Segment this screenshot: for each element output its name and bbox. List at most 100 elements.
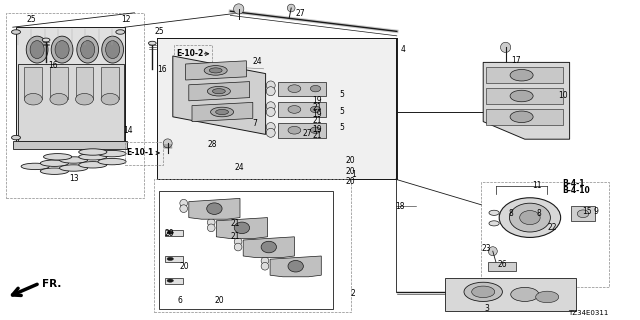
Bar [488, 262, 516, 271]
Polygon shape [189, 198, 240, 219]
Text: 11: 11 [532, 181, 542, 190]
Bar [174, 45, 212, 65]
Ellipse shape [211, 107, 234, 117]
Ellipse shape [577, 210, 589, 218]
Ellipse shape [55, 41, 69, 59]
Bar [486, 67, 563, 83]
Text: 20: 20 [214, 296, 224, 305]
Text: 21: 21 [312, 103, 322, 112]
Bar [486, 88, 563, 104]
Ellipse shape [204, 66, 227, 75]
Text: 14: 14 [123, 126, 132, 135]
Ellipse shape [98, 158, 126, 165]
Polygon shape [278, 102, 326, 117]
Bar [6, 13, 144, 198]
Ellipse shape [79, 162, 107, 168]
Ellipse shape [234, 243, 242, 251]
Ellipse shape [148, 41, 156, 45]
Polygon shape [16, 27, 125, 144]
Text: TZ34E0311: TZ34E0311 [568, 310, 608, 316]
Ellipse shape [207, 219, 215, 226]
Ellipse shape [101, 93, 119, 105]
Ellipse shape [266, 102, 275, 111]
Bar [76, 67, 93, 99]
Ellipse shape [234, 238, 242, 245]
Text: 20: 20 [179, 262, 189, 271]
Ellipse shape [489, 221, 499, 226]
Ellipse shape [488, 247, 497, 256]
Ellipse shape [266, 123, 275, 132]
Ellipse shape [209, 68, 222, 73]
Ellipse shape [288, 126, 301, 134]
Polygon shape [483, 62, 570, 139]
Text: 1: 1 [351, 170, 355, 179]
Bar [571, 206, 595, 221]
Text: 19: 19 [312, 125, 322, 134]
Ellipse shape [520, 211, 540, 225]
Ellipse shape [212, 89, 225, 94]
Text: 8: 8 [509, 209, 513, 218]
Bar [18, 64, 124, 141]
Ellipse shape [21, 163, 49, 170]
Ellipse shape [266, 128, 275, 137]
Ellipse shape [261, 257, 269, 265]
Ellipse shape [102, 36, 124, 63]
Polygon shape [157, 38, 396, 179]
Polygon shape [186, 61, 246, 80]
Ellipse shape [40, 160, 68, 166]
Ellipse shape [216, 109, 228, 115]
Ellipse shape [50, 93, 68, 105]
Text: B-4-10: B-4-10 [562, 186, 589, 195]
Text: 9: 9 [594, 207, 599, 216]
Text: 23: 23 [481, 244, 491, 253]
Ellipse shape [500, 42, 511, 52]
Ellipse shape [511, 287, 539, 301]
Ellipse shape [464, 282, 502, 301]
Ellipse shape [288, 260, 303, 272]
Text: 24: 24 [253, 57, 262, 66]
Text: 25: 25 [27, 15, 36, 24]
Ellipse shape [207, 224, 215, 232]
Ellipse shape [24, 93, 42, 105]
Ellipse shape [310, 127, 321, 133]
Text: 20: 20 [346, 167, 355, 176]
Text: 5: 5 [339, 90, 344, 99]
Bar [125, 142, 163, 165]
Bar [481, 182, 609, 287]
Text: 16: 16 [157, 65, 166, 74]
Text: 20: 20 [346, 177, 355, 186]
Text: 19: 19 [312, 110, 322, 119]
Ellipse shape [12, 30, 20, 34]
Text: 21: 21 [230, 220, 240, 228]
Ellipse shape [310, 85, 321, 92]
Text: 20: 20 [346, 156, 355, 165]
Ellipse shape [266, 108, 275, 116]
Ellipse shape [51, 36, 73, 63]
Ellipse shape [60, 165, 88, 171]
Ellipse shape [81, 41, 95, 59]
Ellipse shape [234, 222, 250, 234]
Text: 21: 21 [312, 116, 322, 125]
Text: 19: 19 [312, 96, 322, 105]
Bar [13, 141, 127, 149]
Text: 18: 18 [395, 202, 404, 211]
Ellipse shape [234, 4, 244, 14]
Ellipse shape [40, 168, 68, 174]
Text: 21: 21 [312, 132, 322, 140]
Ellipse shape [472, 286, 495, 298]
Ellipse shape [499, 198, 561, 237]
Polygon shape [173, 56, 266, 134]
Bar [24, 67, 42, 99]
Ellipse shape [12, 135, 20, 140]
Ellipse shape [167, 257, 173, 260]
Ellipse shape [287, 4, 295, 12]
Ellipse shape [207, 86, 230, 96]
Ellipse shape [163, 139, 172, 148]
Ellipse shape [167, 279, 173, 282]
Ellipse shape [536, 291, 559, 303]
Bar [165, 256, 183, 262]
Text: 7: 7 [253, 119, 258, 128]
Polygon shape [445, 278, 576, 311]
Ellipse shape [288, 85, 301, 92]
Text: 28: 28 [208, 140, 218, 149]
